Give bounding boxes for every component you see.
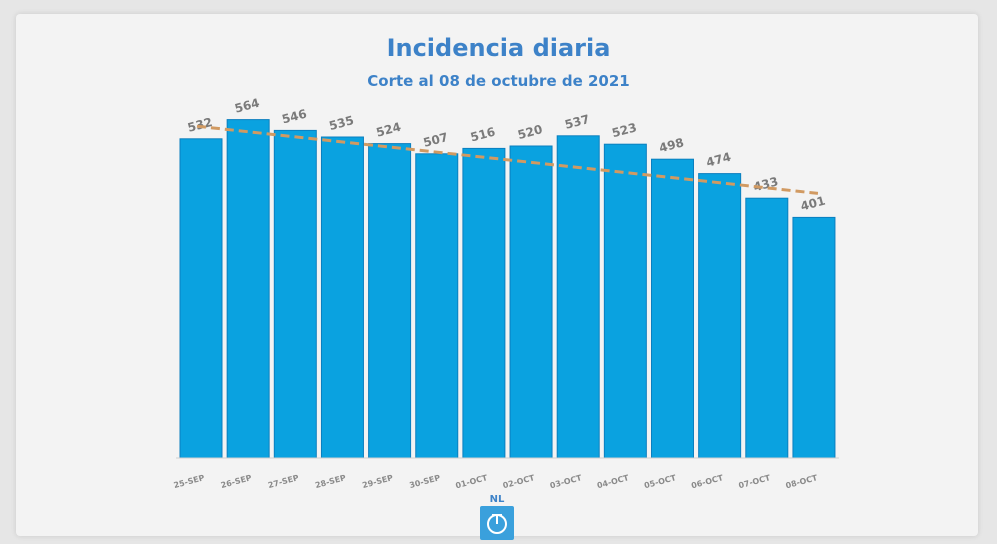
bar-27-SEP xyxy=(273,129,317,459)
x-tick-04-OCT: 04-OCT xyxy=(596,473,630,490)
trend-line xyxy=(196,124,819,195)
x-tick-26-SEP: 26-SEP xyxy=(220,473,253,490)
data-label-28-SEP: 535 xyxy=(327,113,355,133)
bar-30-SEP xyxy=(415,153,459,459)
data-label-30-SEP: 507 xyxy=(422,130,450,150)
data-label-04-OCT: 523 xyxy=(610,120,638,140)
data-label-27-SEP: 546 xyxy=(280,107,308,127)
bar-26-SEP xyxy=(226,119,270,459)
x-tick-28-SEP: 28-SEP xyxy=(314,473,347,490)
x-tick-01-OCT: 01-OCT xyxy=(455,473,489,490)
bar-07-OCT xyxy=(745,197,789,459)
data-label-06-OCT: 474 xyxy=(705,150,733,170)
x-tick-02-OCT: 02-OCT xyxy=(502,473,536,490)
bar-03-OCT xyxy=(556,135,600,459)
data-label-08-OCT: 401 xyxy=(799,194,827,214)
data-label-26-SEP: 564 xyxy=(233,96,261,116)
nl-logo-text: NL xyxy=(489,494,505,505)
x-tick-05-OCT: 05-OCT xyxy=(643,473,677,490)
data-label-25-SEP: 532 xyxy=(186,115,214,135)
x-tick-03-OCT: 03-OCT xyxy=(549,473,583,490)
bar-01-OCT xyxy=(462,147,506,459)
x-tick-29-SEP: 29-SEP xyxy=(361,473,394,490)
bar-28-SEP xyxy=(320,136,364,459)
x-tick-08-OCT: 08-OCT xyxy=(785,473,819,490)
bar-08-OCT xyxy=(792,216,836,459)
chart-subtitle: Corte al 08 de octubre de 2021 xyxy=(367,72,630,90)
data-label-02-OCT: 520 xyxy=(516,122,544,142)
bar-02-OCT xyxy=(509,145,553,459)
bar-04-OCT xyxy=(603,143,647,459)
x-tick-27-SEP: 27-SEP xyxy=(267,473,300,490)
data-label-03-OCT: 537 xyxy=(563,112,591,132)
nl-logo: NL xyxy=(477,494,517,540)
data-label-01-OCT: 516 xyxy=(469,125,497,145)
bar-29-SEP xyxy=(368,143,412,459)
x-tick-30-SEP: 30-SEP xyxy=(408,473,441,490)
bar-06-OCT xyxy=(698,173,742,459)
nl-logo-badge-icon xyxy=(480,506,514,540)
x-tick-06-OCT: 06-OCT xyxy=(690,473,724,490)
x-tick-07-OCT: 07-OCT xyxy=(738,473,772,490)
x-tick-25-SEP: 25-SEP xyxy=(173,473,206,490)
data-label-29-SEP: 524 xyxy=(375,120,403,140)
data-label-07-OCT: 433 xyxy=(752,174,780,194)
chart-title: Incidencia diaria xyxy=(386,34,611,62)
data-label-05-OCT: 498 xyxy=(658,135,686,155)
bar-05-OCT xyxy=(651,158,694,459)
bar-25-SEP xyxy=(179,138,223,459)
